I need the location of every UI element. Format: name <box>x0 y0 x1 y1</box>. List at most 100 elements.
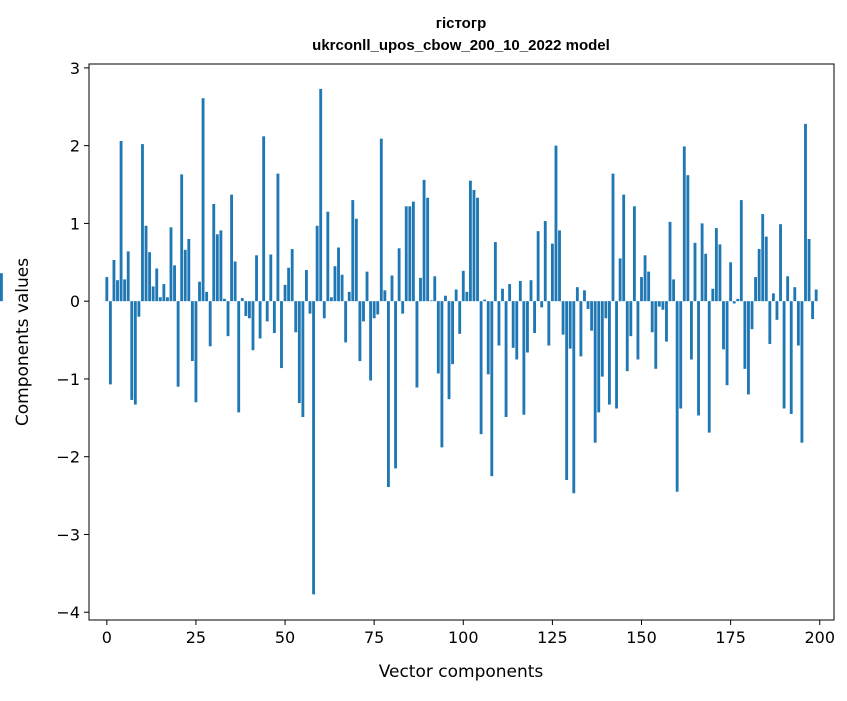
x-axis-label: Vector components <box>379 662 544 682</box>
bar-185 <box>764 236 768 302</box>
bar-91 <box>429 300 433 302</box>
bar-157 <box>665 301 668 342</box>
bar-183 <box>757 249 761 302</box>
bar-165 <box>693 242 697 302</box>
bar-21 <box>180 174 184 302</box>
bar-32 <box>219 230 223 302</box>
bar-147 <box>629 301 633 337</box>
bar-72 <box>362 301 365 322</box>
bar-26 <box>198 281 201 302</box>
bar-8 <box>133 301 137 405</box>
bar-102 <box>468 180 472 302</box>
bar-138 <box>597 301 601 413</box>
bar-33 <box>223 298 226 302</box>
y-tick-label: 3 <box>70 59 80 78</box>
y-tick-label: −3 <box>56 525 80 544</box>
bar-18 <box>169 227 173 302</box>
bar-27 <box>201 98 205 302</box>
bar-153 <box>650 301 654 333</box>
bar-81 <box>394 301 397 469</box>
x-tick-label: 200 <box>804 628 835 647</box>
bar-66 <box>340 274 344 302</box>
bar-130 <box>568 301 572 349</box>
x-tick-label: 175 <box>715 628 746 647</box>
bar-2 <box>112 259 116 302</box>
bar-148 <box>632 206 636 302</box>
bar-176 <box>732 301 736 304</box>
bar-193 <box>793 287 797 302</box>
bar-145 <box>622 194 626 302</box>
bar-143 <box>615 301 618 409</box>
bar-118 <box>526 301 529 353</box>
bar-69 <box>351 200 355 302</box>
bar-158 <box>668 221 672 302</box>
bar-120 <box>533 301 536 334</box>
bar-195 <box>800 301 804 443</box>
bar-46 <box>269 254 273 302</box>
bar-23 <box>187 238 191 302</box>
bar-97 <box>451 301 455 365</box>
bar-98 <box>454 289 458 302</box>
y-tick-label: −1 <box>56 370 80 389</box>
bar-96 <box>447 301 451 400</box>
bar-150 <box>640 277 643 302</box>
bar-series <box>0 88 818 595</box>
bar-141 <box>608 301 611 405</box>
bar-89 <box>422 179 426 302</box>
bar-75 <box>372 301 376 319</box>
x-tick-label: 125 <box>537 628 568 647</box>
bar-107 <box>486 301 490 375</box>
bar-85 <box>408 206 412 302</box>
x-tick-label: 150 <box>626 628 657 647</box>
bar-24 <box>190 301 194 362</box>
bar-152 <box>647 271 651 302</box>
y-tick-label: 1 <box>70 214 80 233</box>
bar-70 <box>354 218 358 302</box>
bar-82 <box>397 248 401 302</box>
bar-73 <box>365 271 369 302</box>
bar-109 <box>493 242 497 302</box>
plot-frame <box>88 63 835 621</box>
bar-4 <box>119 140 123 302</box>
bar-0 <box>105 277 109 302</box>
bar-83 <box>401 301 405 314</box>
bar-44 <box>262 136 266 302</box>
bar-175 <box>729 262 733 302</box>
bar-74 <box>369 301 373 381</box>
bar-144 <box>618 258 622 302</box>
bar-125 <box>550 243 554 302</box>
bar-104 <box>476 197 479 302</box>
bar-84 <box>404 206 408 302</box>
bar-undefined <box>0 273 3 302</box>
bar-197 <box>807 238 811 302</box>
bar-188 <box>775 301 779 320</box>
bar-19 <box>173 265 176 302</box>
bar-65 <box>337 247 340 302</box>
bar-194 <box>796 301 800 346</box>
x-tick-label: 0 <box>102 628 112 647</box>
bar-56 <box>305 270 308 302</box>
bar-50 <box>283 284 287 302</box>
bar-166 <box>697 301 700 416</box>
bar-180 <box>747 301 750 395</box>
bar-161 <box>679 301 683 409</box>
bar-163 <box>686 175 690 302</box>
x-tick-label: 50 <box>275 628 295 647</box>
x-tick-label: 75 <box>364 628 384 647</box>
bar-93 <box>436 301 440 374</box>
bar-17 <box>166 297 169 302</box>
bar-135 <box>586 301 590 309</box>
bar-45 <box>265 301 269 322</box>
bar-63 <box>329 297 333 302</box>
bar-92 <box>433 276 437 302</box>
bar-190 <box>782 301 786 409</box>
bar-156 <box>661 301 665 310</box>
bar-11 <box>144 225 148 302</box>
chart-title-line1: гістогр <box>436 15 486 32</box>
bar-113 <box>508 284 512 302</box>
bar-112 <box>504 301 508 418</box>
bar-38 <box>240 298 244 302</box>
bar-94 <box>440 301 444 448</box>
